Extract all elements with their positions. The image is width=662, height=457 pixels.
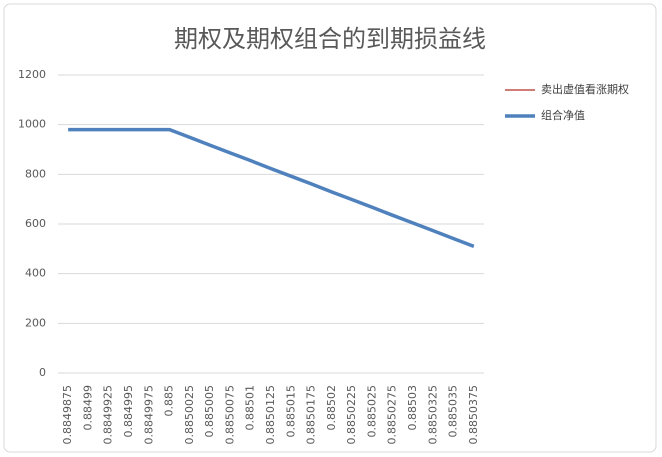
y-tick-label: 600: [25, 217, 46, 230]
x-tick-label: 0.8850325: [426, 385, 439, 445]
x-tick-label: 0.8850375: [467, 385, 480, 445]
y-tick-label: 0: [39, 366, 46, 379]
y-tick-label: 200: [25, 316, 46, 329]
x-tick-label: 0.8850125: [264, 385, 277, 445]
y-tick-label: 800: [25, 167, 46, 180]
y-tick-label: 400: [25, 267, 46, 280]
chart-frame: [3, 3, 657, 453]
x-tick-label: 0.8850175: [305, 385, 318, 445]
chart-title: 期权及期权组合的到期损益线: [174, 25, 486, 53]
x-tick-label: 0.8849925: [102, 385, 115, 445]
y-tick-label: 1200: [18, 68, 46, 81]
x-tick-label: 0.88502: [325, 385, 338, 431]
x-tick-label: 0.885015: [284, 385, 297, 438]
x-tick-label: 0.88503: [406, 385, 419, 431]
x-tick-label: 0.8849975: [142, 385, 155, 445]
legend-text: 组合净值: [541, 108, 585, 122]
series-line: [68, 127, 475, 248]
x-tick-label: 0.884995: [122, 385, 135, 438]
x-tick-label: 0.8849875: [61, 385, 74, 445]
x-tick-label: 0.88501: [244, 385, 257, 431]
legend-text: 卖出虚值看涨期权: [541, 82, 629, 96]
x-tick-label: 0.8850075: [223, 385, 236, 445]
x-tick-label: 0.885: [163, 385, 176, 417]
x-tick-label: 0.8850225: [345, 385, 358, 445]
x-tick-label: 0.88499: [81, 385, 94, 431]
x-tick-label: 0.8850275: [386, 385, 399, 445]
x-tick-label: 0.8850025: [183, 385, 196, 445]
x-tick-label: 0.885035: [447, 385, 460, 438]
y-tick-label: 1000: [18, 118, 46, 131]
x-tick-label: 0.885025: [365, 385, 378, 438]
x-tick-label: 0.885005: [203, 385, 216, 438]
